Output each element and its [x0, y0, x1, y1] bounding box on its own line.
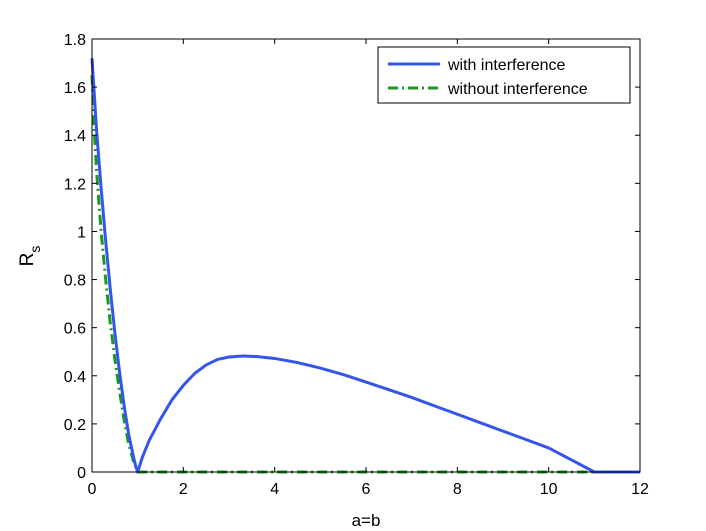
x-tick-label: 4 — [270, 481, 279, 498]
y-axis-label-group: Rs — [17, 246, 43, 267]
x-tick-label: 10 — [540, 481, 558, 498]
x-tick-label: 0 — [88, 481, 97, 498]
y-tick-label: 1.8 — [64, 32, 86, 49]
legend-label-without-interference: without interference — [447, 81, 588, 98]
y-tick-label: 0.2 — [64, 417, 86, 434]
x-axis-label: a=b — [352, 511, 381, 530]
y-tick-label: 0.6 — [64, 321, 86, 338]
y-tick-label: 0.8 — [64, 273, 86, 290]
plot-area — [92, 39, 640, 472]
x-tick-label: 6 — [362, 481, 371, 498]
y-tick-label: 1 — [77, 224, 86, 241]
x-tick-label: 2 — [179, 481, 188, 498]
y-tick-label: 0 — [77, 465, 86, 482]
y-axis-label-main: R — [17, 253, 38, 267]
y-tick-label: 1.2 — [64, 176, 86, 193]
y-tick-label: 1.4 — [64, 128, 86, 145]
legend: with interference without interference — [378, 47, 630, 103]
legend-label-with-interference: with interference — [447, 57, 565, 74]
y-tick-label: 0.4 — [64, 369, 86, 386]
x-tick-label: 12 — [631, 481, 649, 498]
y-axis-label-subscript: s — [27, 246, 43, 253]
x-tick-label: 8 — [453, 481, 462, 498]
y-axis-label: Rs — [17, 246, 43, 267]
y-tick-label: 1.6 — [64, 80, 86, 97]
